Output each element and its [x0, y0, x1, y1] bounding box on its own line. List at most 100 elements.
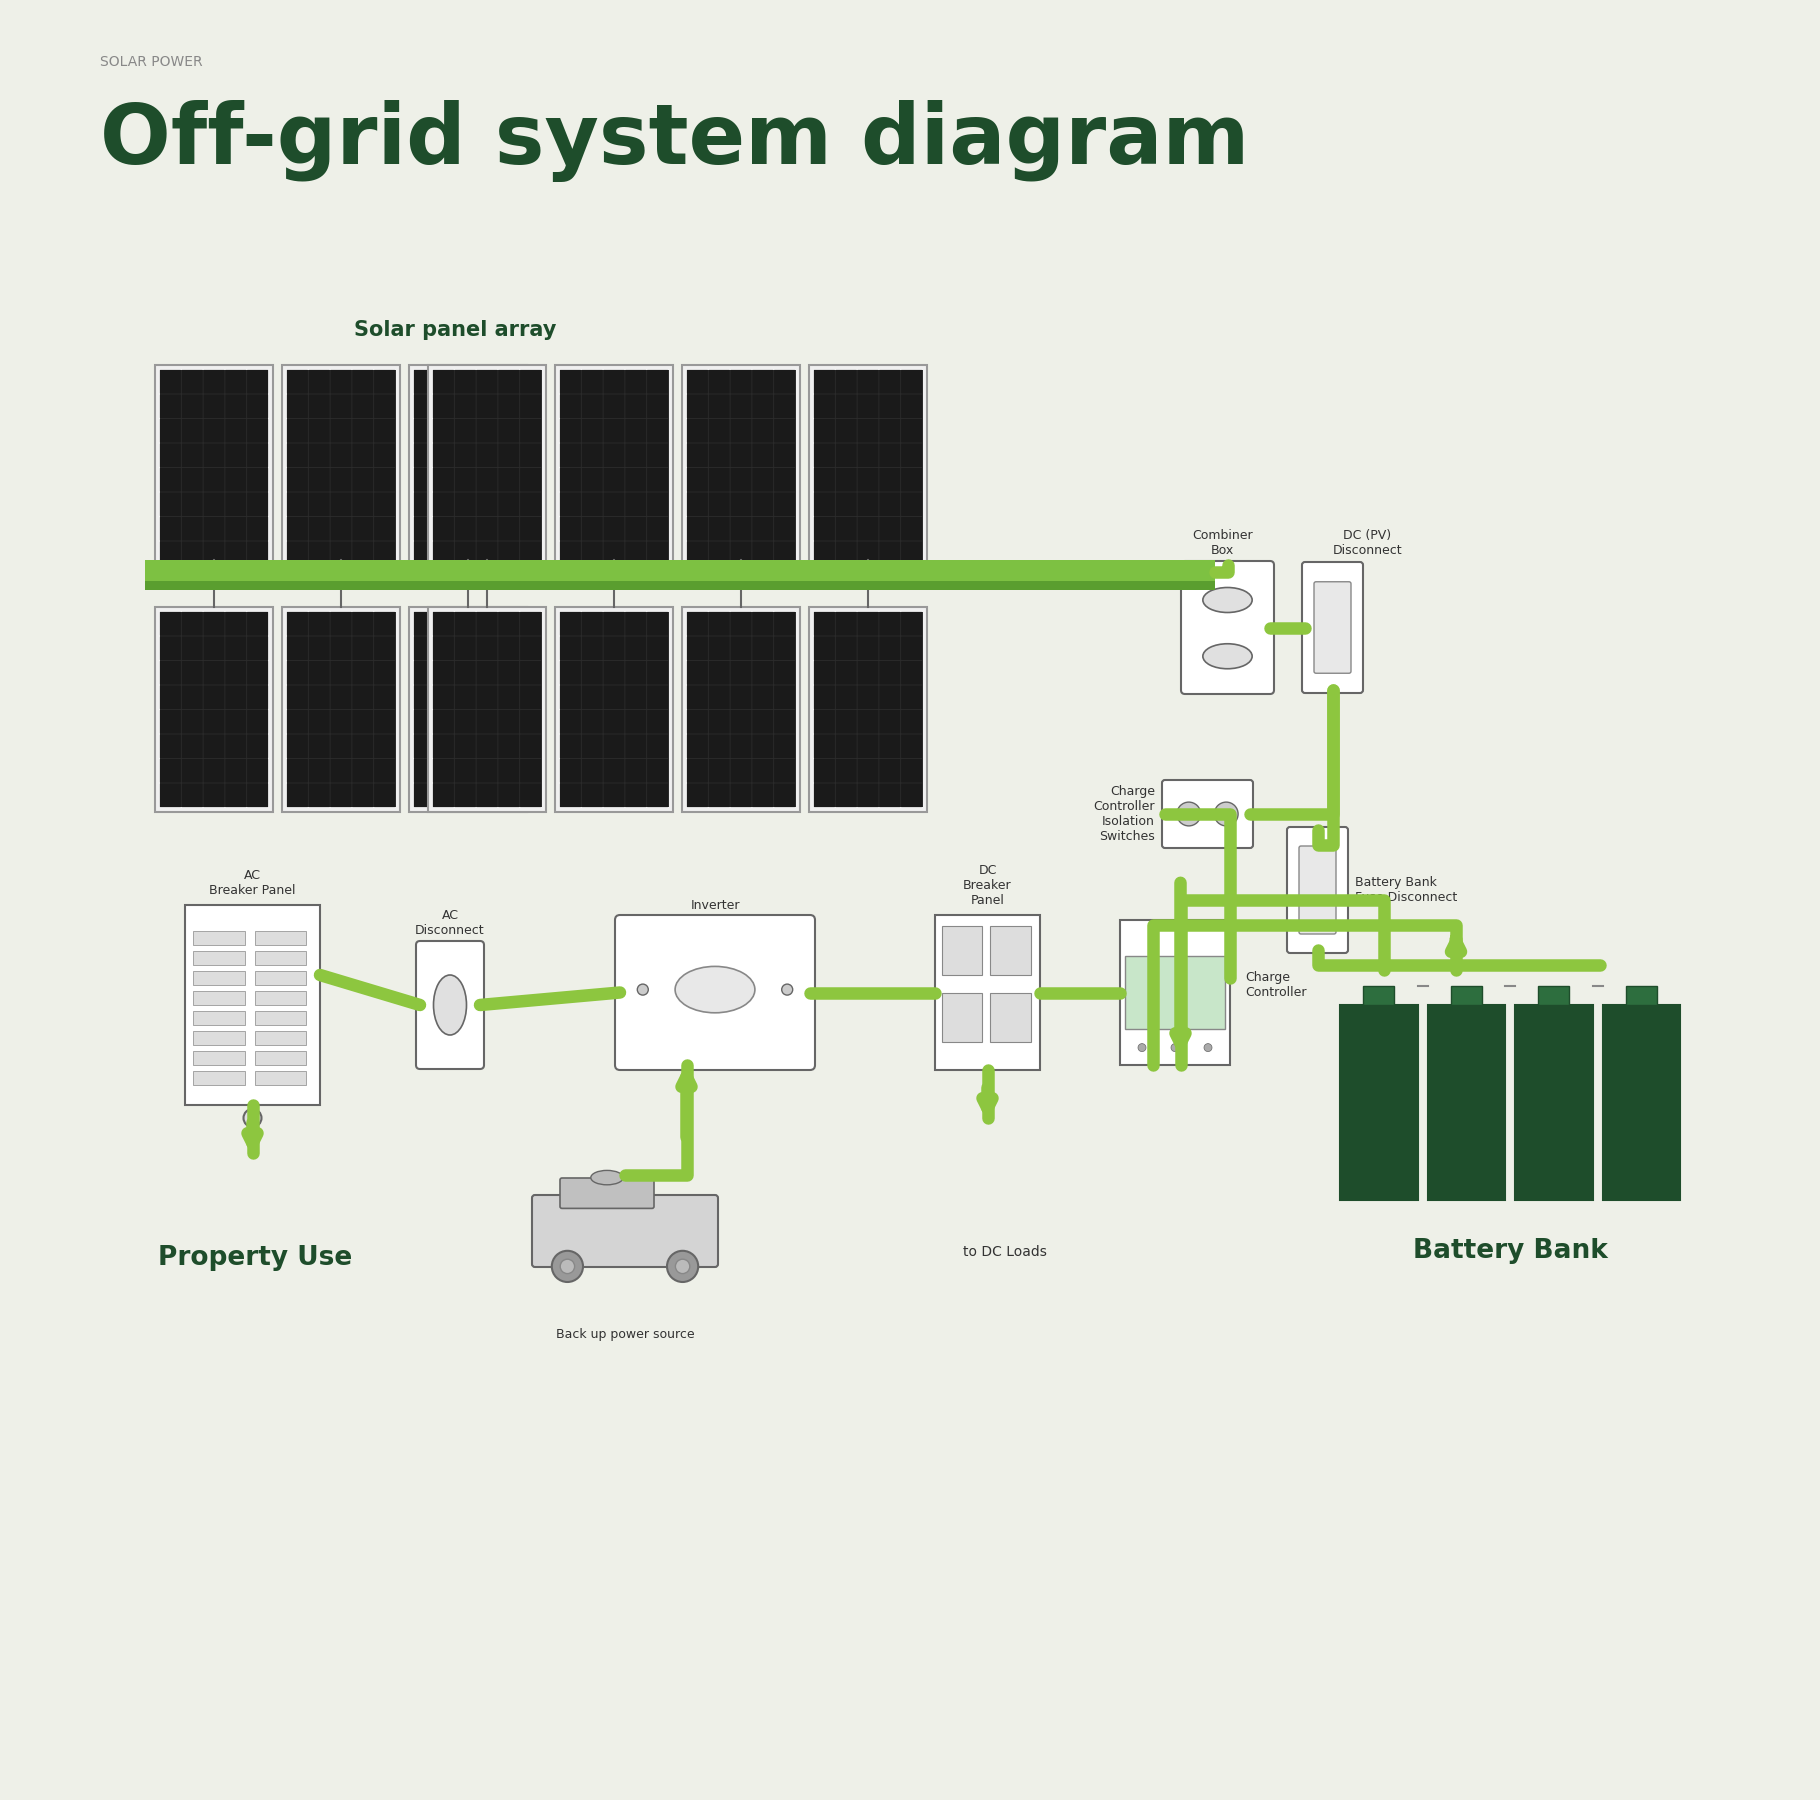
FancyBboxPatch shape	[282, 365, 400, 571]
FancyBboxPatch shape	[309, 709, 329, 734]
FancyBboxPatch shape	[375, 468, 395, 491]
FancyBboxPatch shape	[309, 443, 329, 466]
FancyBboxPatch shape	[708, 760, 730, 783]
FancyBboxPatch shape	[901, 686, 923, 709]
FancyBboxPatch shape	[331, 371, 351, 394]
FancyBboxPatch shape	[774, 612, 795, 635]
FancyBboxPatch shape	[521, 493, 541, 517]
FancyBboxPatch shape	[204, 468, 224, 491]
FancyBboxPatch shape	[160, 517, 180, 540]
FancyBboxPatch shape	[648, 709, 668, 734]
FancyBboxPatch shape	[561, 760, 581, 783]
FancyBboxPatch shape	[353, 394, 373, 418]
Text: Property Use: Property Use	[158, 1246, 351, 1271]
FancyBboxPatch shape	[479, 734, 501, 758]
FancyBboxPatch shape	[648, 783, 668, 806]
FancyBboxPatch shape	[375, 419, 395, 443]
FancyBboxPatch shape	[901, 661, 923, 684]
FancyBboxPatch shape	[309, 637, 329, 661]
FancyBboxPatch shape	[814, 468, 835, 491]
FancyBboxPatch shape	[879, 760, 901, 783]
FancyBboxPatch shape	[248, 443, 268, 466]
FancyBboxPatch shape	[375, 661, 395, 684]
Circle shape	[244, 1109, 262, 1127]
FancyBboxPatch shape	[182, 709, 202, 734]
FancyBboxPatch shape	[433, 443, 453, 466]
FancyBboxPatch shape	[226, 709, 246, 734]
FancyBboxPatch shape	[433, 612, 453, 635]
FancyBboxPatch shape	[309, 371, 329, 394]
FancyBboxPatch shape	[708, 637, 730, 661]
FancyBboxPatch shape	[752, 517, 774, 540]
FancyBboxPatch shape	[835, 709, 857, 734]
FancyBboxPatch shape	[582, 734, 602, 758]
Text: Charge
Controller: Charge Controller	[1245, 972, 1307, 999]
FancyBboxPatch shape	[413, 612, 435, 635]
FancyBboxPatch shape	[561, 612, 581, 635]
FancyBboxPatch shape	[879, 783, 901, 806]
FancyBboxPatch shape	[248, 760, 268, 783]
FancyBboxPatch shape	[455, 542, 475, 565]
FancyBboxPatch shape	[455, 612, 475, 635]
FancyBboxPatch shape	[648, 443, 668, 466]
FancyBboxPatch shape	[561, 468, 581, 491]
FancyBboxPatch shape	[309, 493, 329, 517]
FancyBboxPatch shape	[204, 517, 224, 540]
FancyBboxPatch shape	[331, 760, 351, 783]
FancyBboxPatch shape	[182, 734, 202, 758]
FancyBboxPatch shape	[626, 612, 646, 635]
FancyBboxPatch shape	[375, 517, 395, 540]
FancyBboxPatch shape	[501, 734, 522, 758]
FancyBboxPatch shape	[433, 369, 542, 565]
FancyBboxPatch shape	[375, 493, 395, 517]
FancyBboxPatch shape	[708, 686, 730, 709]
FancyBboxPatch shape	[204, 419, 224, 443]
FancyBboxPatch shape	[413, 468, 435, 491]
FancyBboxPatch shape	[182, 394, 202, 418]
FancyBboxPatch shape	[248, 637, 268, 661]
FancyBboxPatch shape	[375, 612, 395, 635]
FancyBboxPatch shape	[901, 371, 923, 394]
FancyBboxPatch shape	[455, 686, 475, 709]
FancyBboxPatch shape	[226, 734, 246, 758]
FancyBboxPatch shape	[435, 686, 457, 709]
FancyBboxPatch shape	[648, 419, 668, 443]
FancyBboxPatch shape	[604, 709, 624, 734]
FancyBboxPatch shape	[435, 637, 457, 661]
FancyBboxPatch shape	[255, 992, 306, 1004]
FancyBboxPatch shape	[331, 686, 351, 709]
FancyBboxPatch shape	[648, 760, 668, 783]
FancyBboxPatch shape	[521, 783, 541, 806]
FancyBboxPatch shape	[248, 709, 268, 734]
FancyBboxPatch shape	[814, 783, 835, 806]
FancyBboxPatch shape	[288, 542, 308, 565]
FancyBboxPatch shape	[814, 517, 835, 540]
Text: Inverter: Inverter	[690, 898, 739, 913]
FancyBboxPatch shape	[901, 734, 923, 758]
FancyBboxPatch shape	[226, 419, 246, 443]
FancyBboxPatch shape	[752, 419, 774, 443]
FancyBboxPatch shape	[160, 637, 180, 661]
Text: Charge
Controller
Isolation
Switches: Charge Controller Isolation Switches	[1094, 785, 1156, 842]
FancyBboxPatch shape	[160, 612, 269, 808]
FancyBboxPatch shape	[686, 443, 708, 466]
FancyBboxPatch shape	[730, 443, 752, 466]
FancyBboxPatch shape	[455, 493, 475, 517]
FancyBboxPatch shape	[857, 637, 879, 661]
FancyBboxPatch shape	[814, 612, 923, 808]
FancyBboxPatch shape	[648, 661, 668, 684]
FancyBboxPatch shape	[226, 542, 246, 565]
FancyBboxPatch shape	[1119, 920, 1230, 1066]
FancyBboxPatch shape	[857, 468, 879, 491]
FancyBboxPatch shape	[901, 542, 923, 565]
FancyBboxPatch shape	[1181, 562, 1274, 695]
FancyBboxPatch shape	[288, 661, 308, 684]
FancyBboxPatch shape	[226, 760, 246, 783]
FancyBboxPatch shape	[774, 686, 795, 709]
FancyBboxPatch shape	[182, 686, 202, 709]
FancyBboxPatch shape	[814, 686, 835, 709]
FancyBboxPatch shape	[835, 612, 857, 635]
FancyBboxPatch shape	[248, 612, 268, 635]
FancyBboxPatch shape	[626, 517, 646, 540]
Circle shape	[783, 985, 794, 995]
